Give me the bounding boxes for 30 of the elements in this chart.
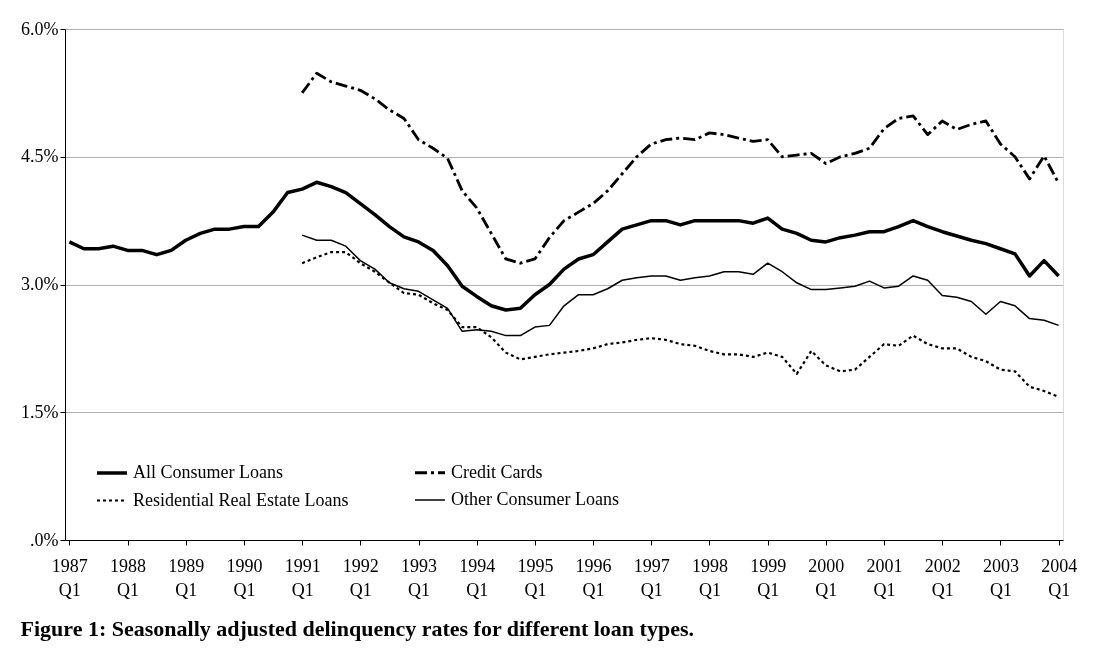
legend-label: Other Consumer Loans — [451, 489, 619, 509]
line-series — [300, 71, 1061, 265]
x-tick-label: 1993 Q1 — [401, 555, 438, 600]
y-tick-label: 6.0% — [21, 18, 59, 39]
x-tick-label: 1989 Q1 — [168, 555, 205, 600]
y-tick-label: .0% — [30, 529, 59, 550]
x-tick-label: 1998 Q1 — [691, 555, 728, 600]
y-tick-label: 4.5% — [21, 146, 59, 167]
x-tick-label: 2004 Q1 — [1041, 555, 1078, 600]
x-tick-label: 2002 Q1 — [924, 555, 961, 600]
x-tick-label: 1991 Q1 — [284, 555, 321, 600]
x-tick-label: 1988 Q1 — [110, 555, 147, 600]
x-tick-label: 1997 Q1 — [633, 555, 670, 600]
x-tick-label: 1996 Q1 — [575, 555, 612, 600]
legend-label: Residential Real Estate Loans — [133, 489, 349, 510]
x-tick-label: 1994 Q1 — [459, 555, 496, 600]
line-series — [67, 180, 1061, 312]
x-tick-label: 2001 Q1 — [866, 555, 903, 600]
y-tick-label: 3.0% — [21, 274, 59, 294]
x-tick-label: 1987 Q1 — [51, 555, 88, 600]
legend-label: Credit Cards — [451, 461, 543, 482]
x-tick-label: 2000 Q1 — [808, 555, 845, 600]
legend-label: All Consumer Loans — [133, 462, 283, 482]
x-tick-label: 1995 Q1 — [517, 555, 554, 600]
y-tick-label: 1.5% — [21, 401, 59, 422]
x-tick-label: 1990 Q1 — [226, 555, 263, 600]
text: Figure 1: Seasonally adjusted delinquency rates for different loan types. — [20, 616, 694, 641]
x-tick-label: 1999 Q1 — [750, 555, 787, 600]
x-tick-label: 1992 Q1 — [342, 555, 379, 600]
x-tick-label: 2003 Q1 — [982, 555, 1019, 600]
